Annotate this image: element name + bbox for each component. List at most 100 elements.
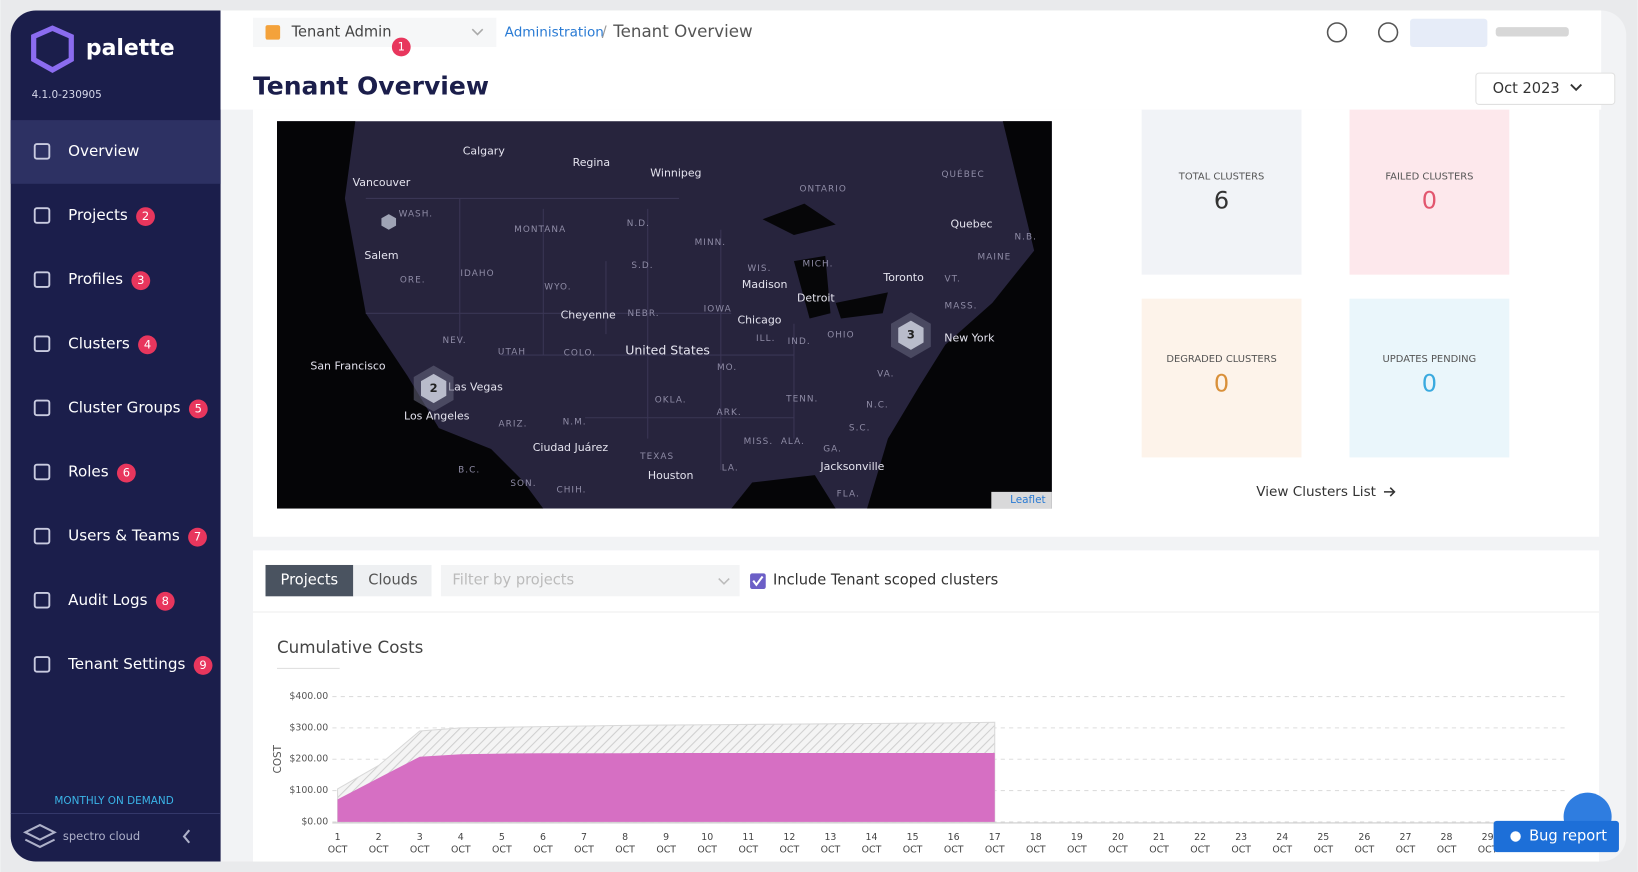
map-label: Detroit — [797, 292, 835, 305]
map-label: MO. — [717, 363, 737, 373]
x-tick-month: OCT — [492, 845, 512, 856]
x-tick-label: 24 — [1276, 832, 1288, 843]
map-label: United States — [625, 342, 710, 357]
nav-icon — [33, 271, 51, 288]
chevron — [1570, 83, 1583, 92]
user-chip[interactable] — [1495, 27, 1569, 37]
map-label: Madison — [742, 278, 788, 291]
map-label: MASS. — [945, 301, 978, 311]
map-label: Regina — [573, 156, 611, 169]
org-chip[interactable] — [1410, 18, 1488, 47]
x-tick-label: 17 — [989, 832, 1001, 843]
footer-brand: spectro cloud — [63, 829, 140, 843]
stat-label: UPDATES PENDING — [1383, 354, 1477, 365]
chat-icon[interactable] — [1326, 22, 1348, 43]
bug-report-button[interactable] — [1493, 820, 1619, 853]
badge-number: 2 — [142, 209, 149, 223]
collapse-button[interactable] — [182, 829, 191, 844]
nav-label[interactable]: Users & Teams — [68, 527, 180, 545]
map-label: MAINE — [978, 252, 1012, 262]
cluster-marker[interactable] — [420, 373, 447, 404]
nav-label[interactable]: Projects — [68, 206, 128, 224]
map-label: Los Angeles — [404, 410, 470, 423]
map-label: MONTANA — [514, 225, 566, 235]
badge — [136, 207, 155, 226]
scope-select[interactable] — [252, 17, 497, 47]
x-tick-month: OCT — [985, 845, 1005, 856]
attribution[interactable]: Leaflet — [1010, 494, 1046, 506]
map-label: NEV. — [442, 336, 466, 346]
x-tick-month: OCT — [328, 845, 348, 856]
page-title: Tenant Overview — [253, 72, 489, 101]
x-tick-label: 12 — [783, 832, 795, 843]
stat-tile[interactable] — [1349, 109, 1510, 275]
map-label: ARK. — [717, 408, 742, 418]
y-tick-label: $300.00 — [289, 722, 328, 733]
plan: MONTHLY ON DEMAND — [54, 795, 173, 807]
map-label: New York — [944, 331, 995, 344]
x-tick-label: 18 — [1030, 832, 1042, 843]
breadcrumb-link[interactable]: Administration — [505, 24, 604, 40]
x-tick-month: OCT — [1190, 845, 1210, 856]
x-tick-label: 11 — [742, 832, 754, 843]
tab[interactable] — [353, 564, 432, 597]
map-label: QUÉBEC — [942, 168, 985, 180]
x-tick-month: OCT — [697, 845, 717, 856]
cluster-marker[interactable] — [898, 320, 924, 350]
badge-number: 8 — [162, 594, 169, 608]
nav-label[interactable]: Profiles — [68, 270, 123, 288]
bug-report: Bug report — [1529, 827, 1607, 844]
map-label: B.C. — [458, 465, 480, 475]
nav-label[interactable]: Audit Logs — [68, 591, 147, 609]
nav-label[interactable]: Overview — [68, 142, 139, 160]
x-tick-label: 2 — [376, 832, 382, 843]
x-tick-month: OCT — [1437, 845, 1457, 856]
map-label: UTAH — [498, 347, 526, 357]
footer-logo — [22, 823, 57, 849]
nav-item-active[interactable] — [10, 120, 221, 184]
x-tick-month: OCT — [615, 845, 635, 856]
map-label: ORE. — [400, 275, 426, 285]
badge — [138, 335, 157, 355]
cluster-marker[interactable] — [381, 214, 397, 230]
map-label: NEBR. — [627, 309, 659, 319]
stat-tile[interactable] — [1141, 298, 1302, 458]
x-tick-label: 10 — [701, 832, 713, 843]
badge — [116, 463, 136, 483]
stat-tile[interactable] — [1141, 109, 1302, 275]
map-label: ALA. — [781, 437, 805, 447]
x-tick-month: OCT — [574, 845, 594, 856]
map-label: Toronto — [882, 271, 924, 284]
period-select[interactable] — [1475, 72, 1616, 105]
nav-label[interactable]: Tenant Settings — [67, 655, 185, 673]
stat-tile[interactable] — [1349, 298, 1510, 458]
x-tick-month: OCT — [656, 845, 676, 856]
y-tick-label: $200.00 — [289, 754, 328, 765]
x-tick-label: 16 — [948, 832, 960, 843]
tab[interactable] — [265, 564, 354, 597]
x-tick-label: 20 — [1112, 832, 1124, 843]
x-tick-month: OCT — [410, 845, 430, 856]
map-label: OKLA. — [655, 395, 687, 405]
map-label: LA. — [722, 463, 739, 473]
map-label: San Francisco — [310, 360, 386, 373]
nav-label[interactable]: Roles — [68, 463, 109, 481]
nav-icon — [33, 592, 51, 609]
x-tick-label: 15 — [907, 832, 919, 843]
chevron — [718, 577, 730, 585]
map-label: WIS. — [747, 264, 771, 274]
nav-label[interactable]: Clusters — [68, 334, 130, 352]
x-tick-month: OCT — [451, 845, 471, 856]
x-tick-month: OCT — [1478, 845, 1498, 856]
project-filter[interactable] — [440, 564, 740, 597]
nav-label[interactable]: Cluster Groups — [68, 398, 181, 416]
x-tick-month: OCT — [903, 845, 923, 856]
chevron — [471, 28, 484, 36]
checkbox-label: Include Tenant scoped clusters — [773, 572, 998, 589]
view-clusters-link[interactable]: View Clusters List — [1256, 484, 1376, 500]
help-icon[interactable] — [1377, 22, 1399, 43]
x-tick-month: OCT — [1272, 845, 1292, 856]
x-tick-label: 26 — [1358, 832, 1370, 843]
